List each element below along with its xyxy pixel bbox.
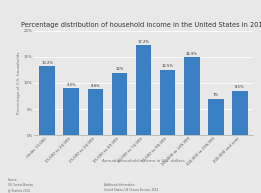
- Bar: [136, 46, 151, 135]
- Bar: [39, 66, 55, 135]
- Bar: [63, 88, 79, 135]
- Text: 12.5%: 12.5%: [162, 64, 174, 68]
- Text: 13.2%: 13.2%: [41, 61, 53, 65]
- Text: Source:
US Census Bureau
@ Statista 2014: Source: US Census Bureau @ Statista 2014: [8, 178, 33, 192]
- Bar: [208, 99, 224, 135]
- Text: 14.9%: 14.9%: [186, 52, 198, 56]
- Bar: [160, 70, 175, 135]
- Title: Percentage distribution of household income in the United States in 2010: Percentage distribution of household inc…: [21, 22, 261, 28]
- Bar: [87, 89, 103, 135]
- Y-axis label: Percentage of U.S. households: Percentage of U.S. households: [17, 52, 21, 114]
- Bar: [232, 91, 248, 135]
- Text: 8.5%: 8.5%: [235, 85, 245, 89]
- Text: Additional Information:
United States, US Census Bureau, 2014: Additional Information: United States, U…: [104, 183, 159, 192]
- Text: 8.8%: 8.8%: [91, 84, 100, 88]
- Text: 7%: 7%: [213, 93, 219, 97]
- Bar: [184, 58, 200, 135]
- Text: 17.2%: 17.2%: [138, 40, 150, 44]
- Text: 9.0%: 9.0%: [67, 83, 76, 87]
- Bar: [112, 73, 127, 135]
- Text: 12%: 12%: [115, 67, 124, 71]
- Text: Annual household income in U.S. dollars: Annual household income in U.S. dollars: [102, 159, 185, 163]
